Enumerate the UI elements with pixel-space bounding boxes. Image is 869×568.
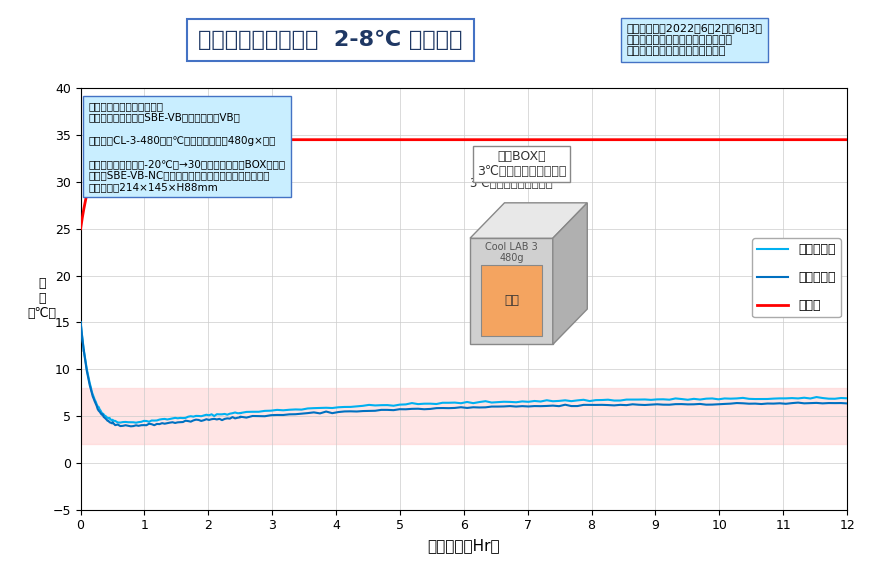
内箱内中心 [103,415,113,421]
Line: 内箱内中心: 内箱内中心 [81,322,846,423]
内箱内スミ [103,417,113,424]
外気温 [120,139,130,146]
内箱内スミ [219,416,229,423]
内箱内中心 [219,411,229,417]
外気温 [651,136,661,143]
外気温 [480,136,490,143]
外気温 [117,140,128,147]
外気温 [216,136,227,143]
内箱内中心 [486,399,496,406]
Text: 試験実施日：2022年6月2日～6月3日
試験実施場所　：　㈱スギヤマゲン
試験実施者　：　㈱スギヤマゲン: 試験実施日：2022年6月2日～6月3日 試験実施場所 ： ㈱スギヤマゲン 試験… [626,23,761,56]
外気温 [103,147,113,154]
内箱内中心 [117,419,128,425]
X-axis label: 経過時間（Hr）: 経過時間（Hr） [427,538,500,553]
内箱内中心 [841,395,852,402]
内箱内スミ [125,423,136,430]
内箱内スミ [76,319,86,325]
内箱内中心 [651,396,661,403]
内箱内スミ [117,423,128,429]
内箱内スミ [651,401,661,408]
Line: 内箱内スミ: 内箱内スミ [81,322,846,427]
Legend: 内箱内中心, 内箱内スミ, 外気温: 内箱内中心, 内箱内スミ, 外気温 [752,239,840,318]
Line: 外気温: 外気温 [81,140,846,229]
外気温 [76,225,86,232]
Text: 発泡BOX内
3℃保冷剤セッティング: 発泡BOX内 3℃保冷剤セッティング [476,150,566,178]
内箱内中心 [120,419,130,425]
Text: ＜温度計測試験実施条件＞
使用ボックス　：　SBE-VB（保冷バッグVB）

保冷剤：CL-3-480（３℃融点保冷剤）　480g×４枚

投入条件：冷凍庫（-: ＜温度計測試験実施条件＞ 使用ボックス ： SBE-VB（保冷バッグVB） 保冷… [88,101,285,192]
Y-axis label: 温
度
（℃）: 温 度 （℃） [28,277,56,320]
外気温 [841,136,852,143]
内箱内スミ [120,422,130,429]
内箱内スミ [486,403,496,410]
内箱内スミ [841,400,852,407]
外気温 [528,136,539,143]
Text: 定温輸送容器セット  2-8℃ 温度試験: 定温輸送容器セット 2-8℃ 温度試験 [198,30,462,50]
内箱内中心 [76,319,86,325]
Bar [81,388,846,444]
内箱内中心 [130,419,141,426]
